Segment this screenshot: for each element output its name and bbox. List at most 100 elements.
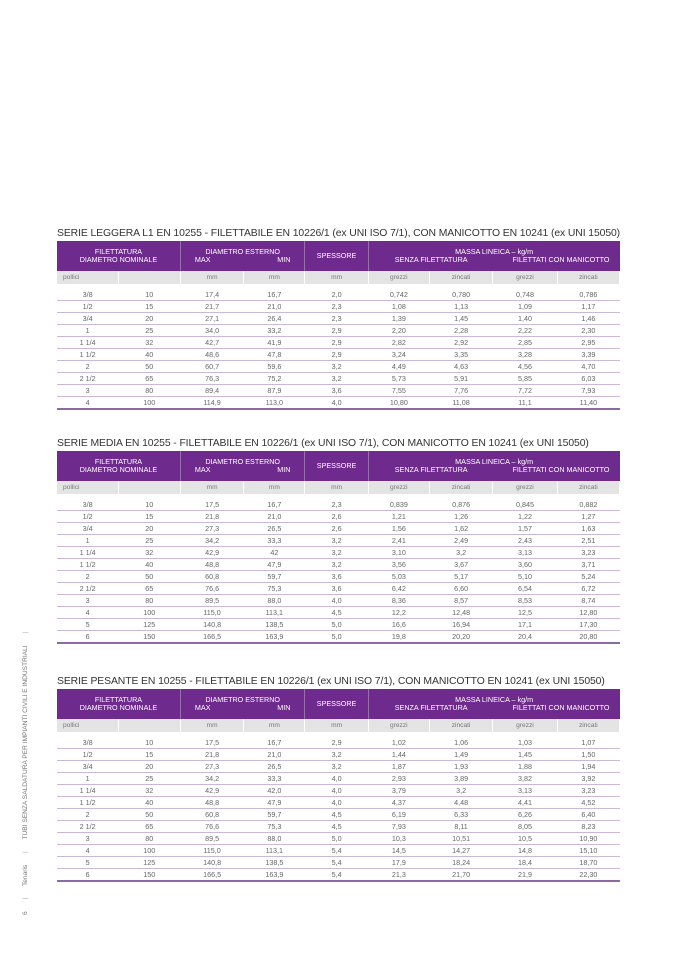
header-label: FILETTATURA [94, 456, 143, 466]
table-row: 1 1/4 32 42,9 42 3,2 3,10 3,2 3,13 3,23 [57, 546, 620, 559]
table-cell: 4,5 [304, 606, 369, 619]
table-cell: 32 [118, 546, 181, 559]
table-row: 5 125 140,8 138,5 5,4 17,9 18,24 18,4 18,70 [57, 856, 620, 869]
table-header: FILETTATURA DIAMETRO NOMINALE DIAMETRO ES… [57, 689, 620, 719]
table-cell: 7,72 [492, 384, 558, 397]
table-cell: 2,92 [429, 336, 493, 349]
table-cell: 65 [118, 372, 181, 385]
table-cell: 11,08 [429, 396, 493, 410]
table-cell: 2,0 [304, 289, 369, 301]
table-cell: 25 [118, 534, 181, 547]
table-cell: 114,9 [180, 396, 244, 410]
table-row: 1/2 15 21,8 21,0 2,6 1,21 1,26 1,22 1,27 [57, 510, 620, 523]
table-cell: 1,50 [557, 748, 620, 761]
table-cell: 1 1/4 [57, 784, 119, 797]
pipe-table-section: SERIE PESANTE EN 10255 - FILETTABILE EN … [57, 675, 621, 882]
table-cell: 4,0 [304, 594, 369, 607]
table-cell: 2,3 [304, 300, 369, 313]
table-cell: 3,2 [429, 546, 493, 559]
table-cell: 5,0 [304, 630, 369, 644]
table-cell: 12,5 [492, 606, 558, 619]
table-cell: 10 [118, 499, 181, 511]
table-cell: 5,17 [429, 570, 493, 583]
table-cell: 41,9 [243, 336, 305, 349]
unit-cell [118, 481, 181, 494]
table-cell: 2,28 [429, 324, 493, 337]
unit-cell: mm [180, 481, 245, 494]
table-cell: 2 1/2 [57, 372, 119, 385]
table-row: 2 50 60,8 59,7 4,5 6,19 6,33 6,26 6,40 [57, 808, 620, 821]
table-cell: 21,9 [492, 868, 558, 882]
table-cell: 2,43 [492, 534, 558, 547]
table-row: 1 1/4 32 42,7 41,9 2,9 2,82 2,92 2,85 2,95 [57, 336, 620, 349]
table-row: 2 1/2 65 76,6 75,3 4,5 7,93 8,11 8,05 8,23 [57, 820, 620, 833]
table-cell: 10,90 [557, 832, 620, 845]
table-cell: 1,40 [492, 312, 558, 325]
unit-cell: pollici [57, 719, 119, 732]
unit-cell [118, 271, 181, 284]
table-cell: 5,91 [429, 372, 493, 385]
table-cell: 3 [57, 594, 119, 607]
table-cell: 4,49 [368, 360, 430, 373]
table-cell: 4,37 [368, 796, 430, 809]
table-cell: 166,5 [180, 868, 244, 882]
table-cell: 48,6 [180, 348, 244, 361]
table-title: SERIE MEDIA EN 10255 - FILETTABILE EN 10… [57, 438, 589, 449]
table-cell: 21,0 [243, 748, 305, 761]
table-row: 3/8 10 17,4 16,7 2,0 0,742 0,780 0,748 0,786 [57, 289, 620, 301]
table-cell: 15 [118, 300, 181, 313]
table-title: SERIE LEGGERA L1 EN 10255 - FILETTABILE … [57, 228, 621, 239]
table-cell: 4 [57, 844, 119, 857]
table-cell: 20,20 [429, 630, 493, 644]
table-cell: 10 [118, 737, 181, 749]
table-cell: 14,27 [429, 844, 493, 857]
header-thickness: SPESSORE [304, 241, 369, 271]
table-cell: 1,45 [429, 312, 493, 325]
table-cell: 7,76 [429, 384, 493, 397]
table-cell: 113,1 [243, 606, 305, 619]
table-cell: 4,0 [304, 772, 369, 785]
table-cell: 1,94 [557, 760, 620, 773]
table-cell: 0,780 [429, 289, 493, 301]
table-cell: 3,56 [368, 558, 430, 571]
unit-cell: mm [243, 271, 306, 284]
header-thickness: SPESSORE [304, 451, 369, 481]
table-cell: 1 1/2 [57, 558, 119, 571]
table-cell: 3,35 [429, 348, 493, 361]
table-cell: 0,845 [492, 499, 558, 511]
header-thickness: SPESSORE [304, 689, 369, 719]
table-cell: 3,23 [557, 784, 620, 797]
table-cell: 1,13 [429, 300, 493, 313]
table-cell: 1,56 [368, 522, 430, 535]
table-cell: 3,89 [429, 772, 493, 785]
unit-cell: zincati [429, 481, 494, 494]
table-cell: 3/8 [57, 737, 119, 749]
table-cell: 80 [118, 384, 181, 397]
unit-cell: grezzi [368, 271, 430, 284]
table-cell: 100 [118, 396, 181, 410]
table-cell: 1,93 [429, 760, 493, 773]
header-outer-diameter: DIAMETRO ESTERNO MAX MIN [180, 689, 306, 719]
table-cell: 2 1/2 [57, 820, 119, 833]
table-cell: 15,10 [557, 844, 620, 857]
table-cell: 0,882 [557, 499, 620, 511]
table-cell: 4,41 [492, 796, 558, 809]
table-cell: 12,2 [368, 606, 430, 619]
units-row: pollici mm mm mm grezzi zincati grezzi zincati [57, 271, 621, 284]
header-label: DIAMETRO ESTERNO [205, 456, 280, 466]
table-cell: 10,3 [368, 832, 430, 845]
table-cell: 11,40 [557, 396, 620, 410]
units-row: pollici mm mm mm grezzi zincati grezzi zincati [57, 719, 621, 732]
table-cell: 163,9 [243, 868, 305, 882]
unit-cell: pollici [57, 271, 119, 284]
table-cell: 1,07 [557, 737, 620, 749]
table-cell: 26,5 [243, 760, 305, 773]
table-cell: 15 [118, 748, 181, 761]
table-cell: 2,49 [429, 534, 493, 547]
table-cell: 1,08 [368, 300, 430, 313]
pipe-table-section: SERIE LEGGERA L1 EN 10255 - FILETTABILE … [57, 227, 620, 410]
table-cell: 1,57 [492, 522, 558, 535]
table-cell: 3,6 [304, 570, 369, 583]
unit-cell: zincati [557, 481, 621, 494]
table-cell: 47,9 [243, 558, 305, 571]
